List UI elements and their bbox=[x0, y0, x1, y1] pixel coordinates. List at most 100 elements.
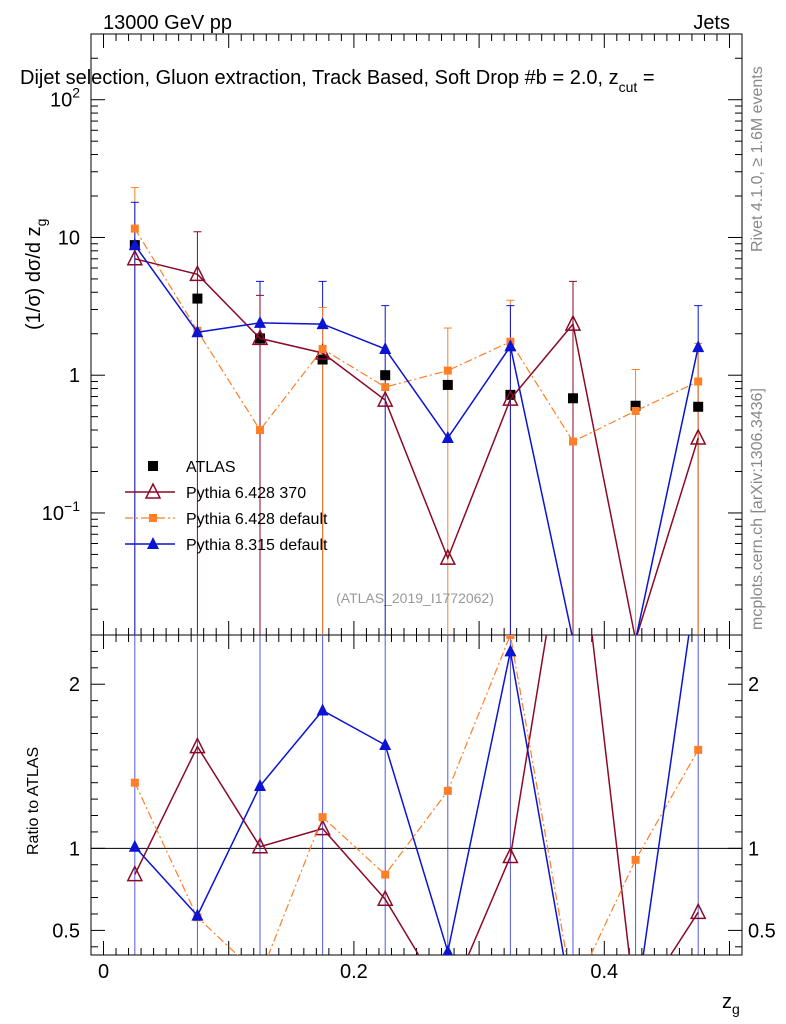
point-pythia-6-428-370 bbox=[564, 314, 582, 331]
point-pythia-6-428-default bbox=[568, 437, 577, 446]
point-pythia-6-428-default bbox=[381, 383, 390, 392]
analysis-label: (ATLAS_2019_I1772062) bbox=[336, 590, 494, 606]
category-label: Jets bbox=[693, 12, 730, 34]
point-pythia-8-315-default bbox=[692, 340, 705, 353]
ratio-point-pythia-6-428-default bbox=[318, 813, 327, 822]
point-atlas bbox=[192, 293, 203, 304]
plot-title-sub: cut bbox=[619, 79, 638, 95]
legend: ATLAS Pythia 6.428 370 Pythia 6.428 defaul… bbox=[125, 459, 328, 554]
upper-y-tick-label: 1 bbox=[69, 365, 80, 387]
ratio-point-pythia-6-428-default bbox=[443, 786, 452, 795]
legend-marker-pythia-6-428-default bbox=[149, 514, 157, 522]
ratio-point-pythia-6-428-370 bbox=[376, 889, 394, 906]
ratio-line-pythia-6-428-default bbox=[134, 635, 699, 955]
upper-y-axis: 10−1 1 10 102 bbox=[42, 33, 742, 610]
lower-plot-area bbox=[91, 635, 742, 955]
point-pythia-8-315-default bbox=[379, 341, 392, 354]
point-pythia-6-428-370 bbox=[126, 249, 144, 266]
point-atlas bbox=[380, 370, 391, 381]
series-line-pythia-6-428-default bbox=[134, 228, 699, 443]
x-tick-label: 0 bbox=[98, 961, 109, 983]
x-tick-label: 0.2 bbox=[340, 961, 368, 983]
point-pythia-8-315-default bbox=[128, 238, 141, 251]
point-pythia-8-315-default bbox=[441, 431, 454, 444]
ratio-point-pythia-8-315-default bbox=[316, 703, 329, 716]
point-atlas bbox=[442, 379, 453, 390]
lower-ylabel: Ratio to ATLAS bbox=[25, 747, 42, 855]
ratio-point-pythia-6-428-370 bbox=[314, 818, 331, 836]
point-pythia-6-428-370 bbox=[689, 428, 707, 445]
plot-title-main: Dijet selection, Gluon extraction, Track… bbox=[20, 67, 619, 89]
legend-label-pythia-6-428-370: Pythia 6.428 370 bbox=[186, 485, 306, 502]
upper-y-tick-label: 10 bbox=[58, 227, 80, 249]
point-pythia-6-428-370 bbox=[189, 264, 206, 282]
x-axis-label: zg bbox=[722, 991, 740, 1017]
ratio-point-pythia-6-428-370 bbox=[126, 864, 144, 882]
upper-y-tick-label: 10−1 bbox=[42, 498, 80, 525]
lower-y-tick-label-right: 1 bbox=[748, 838, 759, 860]
ratio-point-pythia-8-315-default bbox=[191, 908, 204, 921]
plot-title: Dijet selection, Gluon extraction, Track… bbox=[20, 67, 655, 95]
point-pythia-8-315-default bbox=[191, 325, 204, 338]
point-pythia-6-428-default bbox=[130, 224, 139, 233]
point-pythia-6-428-370 bbox=[502, 389, 519, 406]
ratio-point-pythia-8-315-default bbox=[379, 737, 392, 750]
point-pythia-6-428-default bbox=[631, 406, 640, 415]
upper-series-layer bbox=[126, 187, 707, 635]
lower-series-layer bbox=[126, 635, 707, 955]
upper-y-tick-label: 102 bbox=[50, 85, 80, 112]
ratio-line-pythia-8-315-default bbox=[134, 635, 690, 955]
point-pythia-6-428-default bbox=[694, 377, 703, 386]
energy-label: 13000 GeV pp bbox=[103, 12, 232, 34]
ratio-point-pythia-8-315-default bbox=[128, 839, 141, 852]
ratio-point-pythia-6-428-default bbox=[130, 778, 139, 787]
point-pythia-8-315-default bbox=[316, 317, 329, 330]
point-pythia-8-315-default bbox=[254, 315, 267, 328]
upper-ylabel: (1/σ) dσ/d zg bbox=[23, 219, 49, 330]
point-pythia-6-428-default bbox=[443, 366, 452, 375]
plot-title-tail: = bbox=[637, 67, 654, 89]
series-line-pythia-6-428-370 bbox=[134, 258, 699, 635]
x-axis: 0 0.2 0.4 bbox=[98, 34, 730, 983]
lower-y-tick-label-right: 2 bbox=[748, 674, 759, 696]
upper-ylabel-main: (1/σ) dσ/d z bbox=[23, 226, 45, 330]
lower-y-tick-label: 1 bbox=[69, 838, 80, 860]
ratio-point-pythia-8-315-default bbox=[254, 778, 267, 791]
point-atlas bbox=[630, 400, 641, 411]
legend-label-pythia-8-315-default: Pythia 8.315 default bbox=[186, 537, 328, 554]
x-axis-label-sub: g bbox=[732, 1001, 740, 1017]
upper-ylabel-sub: g bbox=[33, 219, 49, 227]
legend-marker-pythia-8-315-default bbox=[147, 537, 159, 549]
ratio-point-pythia-6-428-default bbox=[631, 855, 640, 864]
point-atlas bbox=[505, 389, 516, 400]
x-axis-label-main: z bbox=[722, 991, 732, 1013]
lower-y-tick-label-right: 0.5 bbox=[748, 920, 776, 942]
x-tick-label: 0.4 bbox=[590, 961, 618, 983]
ratio-point-pythia-8-315-default bbox=[504, 644, 517, 657]
ratio-point-pythia-6-428-default bbox=[506, 635, 515, 639]
lower-y-tick-label: 2 bbox=[69, 674, 80, 696]
point-pythia-6-428-default bbox=[318, 344, 327, 353]
legend-marker-pythia-6-428-370 bbox=[144, 482, 162, 499]
ratio-point-pythia-6-428-default bbox=[694, 745, 703, 754]
legend-label-atlas: ATLAS bbox=[186, 459, 236, 476]
ratio-line-pythia-6-428-370 bbox=[134, 635, 699, 955]
ratio-point-pythia-6-428-370 bbox=[251, 837, 269, 854]
ratio-point-pythia-6-428-370 bbox=[189, 736, 206, 754]
point-pythia-6-428-370 bbox=[251, 328, 269, 346]
ratio-point-pythia-8-315-default bbox=[442, 944, 453, 955]
ratio-point-pythia-6-428-370 bbox=[689, 902, 707, 920]
mcplots-label: mcplots.cern.ch [arXiv:1306.3436] bbox=[749, 388, 766, 630]
point-pythia-6-428-370 bbox=[439, 548, 457, 565]
point-pythia-6-428-370 bbox=[376, 390, 394, 407]
ratio-point-pythia-6-428-370 bbox=[502, 846, 519, 864]
lower-y-axis: 0.5 0.5 1 1 2 2 bbox=[52, 650, 776, 948]
series-line-pythia-8-315-default bbox=[134, 244, 699, 635]
point-atlas bbox=[693, 401, 704, 412]
upper-plot-area bbox=[126, 187, 707, 635]
legend-label-pythia-6-428-default: Pythia 6.428 default bbox=[186, 511, 328, 528]
legend-marker-atlas bbox=[148, 461, 158, 471]
point-atlas bbox=[567, 393, 578, 404]
point-pythia-6-428-default bbox=[256, 426, 265, 435]
